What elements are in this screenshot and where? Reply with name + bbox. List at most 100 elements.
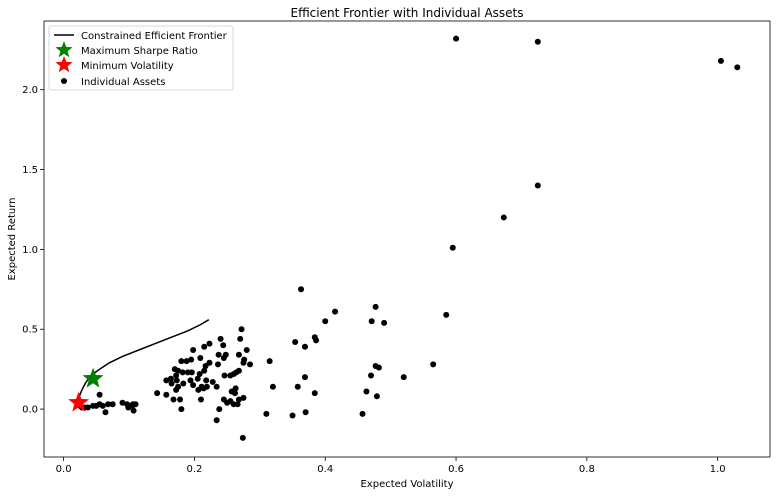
- asset-point: [235, 396, 242, 403]
- asset-point: [163, 377, 170, 384]
- legend-box: [48, 25, 234, 91]
- asset-point: [154, 390, 161, 397]
- asset-point: [238, 326, 245, 333]
- asset-point: [449, 244, 456, 251]
- asset-point: [534, 182, 541, 189]
- asset-point: [109, 401, 116, 408]
- asset-point: [194, 375, 201, 382]
- asset-point: [221, 372, 228, 379]
- y-tick-label: 1.0: [22, 245, 38, 256]
- legend-green-star-icon: [55, 41, 73, 58]
- individual-assets-points: [76, 35, 741, 441]
- asset-point: [173, 377, 180, 384]
- asset-point: [373, 393, 380, 400]
- asset-point: [195, 386, 202, 393]
- asset-point: [359, 410, 366, 417]
- asset-point: [183, 358, 190, 365]
- asset-point: [430, 361, 437, 368]
- asset-point: [231, 390, 238, 397]
- asset-point: [170, 396, 177, 403]
- asset-point: [197, 396, 204, 403]
- y-tick-label: 0.5: [22, 325, 38, 336]
- x-axis-ticks: 0.0 0.2 0.4 0.6 0.8 1.0: [56, 457, 726, 475]
- asset-point: [187, 377, 194, 384]
- asset-point: [734, 64, 741, 71]
- asset-point: [180, 380, 187, 387]
- asset-point: [206, 340, 213, 347]
- asset-point: [175, 367, 182, 374]
- y-axis-ticks: 0.0 0.5 1.0 1.5 2.0: [22, 85, 44, 416]
- asset-point: [363, 388, 370, 395]
- asset-point: [217, 335, 224, 342]
- legend-red-star-icon: [55, 56, 73, 73]
- asset-point: [443, 311, 450, 318]
- legend-label-min-vol: Minimum Volatility: [81, 61, 174, 72]
- asset-point: [230, 370, 237, 377]
- legend-star-red-shape: [55, 56, 73, 73]
- legend-label-assets: Individual Assets: [81, 77, 165, 88]
- asset-point: [534, 38, 541, 45]
- asset-point: [372, 303, 379, 310]
- asset-point: [190, 382, 197, 389]
- asset-point: [216, 406, 223, 413]
- asset-point: [168, 380, 175, 387]
- asset-point: [239, 434, 246, 441]
- asset-point: [202, 362, 209, 369]
- asset-point: [243, 346, 250, 353]
- asset-point: [302, 409, 309, 416]
- x-tick-label: 0.0: [56, 464, 72, 475]
- asset-point: [179, 369, 186, 376]
- asset-point: [237, 335, 244, 342]
- asset-point: [190, 346, 197, 353]
- asset-point: [215, 351, 222, 358]
- asset-point: [240, 394, 247, 401]
- asset-point: [173, 386, 180, 393]
- asset-point: [173, 372, 180, 379]
- optimal-portfolio-markers: [68, 367, 104, 412]
- asset-point: [375, 364, 382, 371]
- asset-point: [332, 308, 339, 315]
- asset-point: [214, 361, 221, 368]
- asset-point: [130, 407, 137, 414]
- asset-point: [381, 319, 388, 326]
- asset-point: [125, 404, 132, 411]
- asset-point: [213, 383, 220, 390]
- asset-point: [266, 358, 273, 365]
- asset-point: [188, 356, 195, 363]
- asset-point: [213, 417, 220, 424]
- asset-point: [247, 361, 254, 368]
- asset-point: [105, 401, 112, 408]
- plot-frame: [43, 20, 771, 458]
- asset-point: [200, 385, 207, 392]
- asset-point: [400, 374, 407, 381]
- asset-point: [368, 372, 375, 379]
- asset-point: [717, 57, 724, 64]
- y-axis-label: Expected Return: [7, 197, 18, 280]
- max-sharpe-star: [82, 367, 104, 388]
- x-tick-label: 1.0: [710, 464, 726, 475]
- asset-point: [177, 396, 184, 403]
- asset-point: [178, 358, 185, 365]
- y-tick-label: 2.0: [22, 85, 38, 96]
- asset-point: [167, 375, 174, 382]
- asset-point: [313, 337, 320, 344]
- asset-point: [178, 406, 185, 413]
- min-volatility-star: [68, 391, 90, 412]
- asset-point: [269, 383, 276, 390]
- asset-point: [298, 286, 305, 293]
- plot-area: [44, 21, 770, 457]
- asset-point: [201, 367, 208, 374]
- x-tick-label: 0.8: [579, 464, 595, 475]
- asset-point: [322, 318, 329, 325]
- asset-point: [220, 342, 227, 349]
- asset-point: [93, 402, 100, 409]
- asset-point: [209, 378, 216, 385]
- asset-point: [500, 214, 507, 221]
- asset-point: [234, 401, 241, 408]
- asset-point: [235, 367, 242, 374]
- asset-point: [453, 35, 460, 42]
- y-tick-label: 1.5: [22, 165, 38, 176]
- legend-label-max-sharpe: Maximum Sharpe Ratio: [81, 46, 198, 57]
- asset-point: [163, 391, 170, 398]
